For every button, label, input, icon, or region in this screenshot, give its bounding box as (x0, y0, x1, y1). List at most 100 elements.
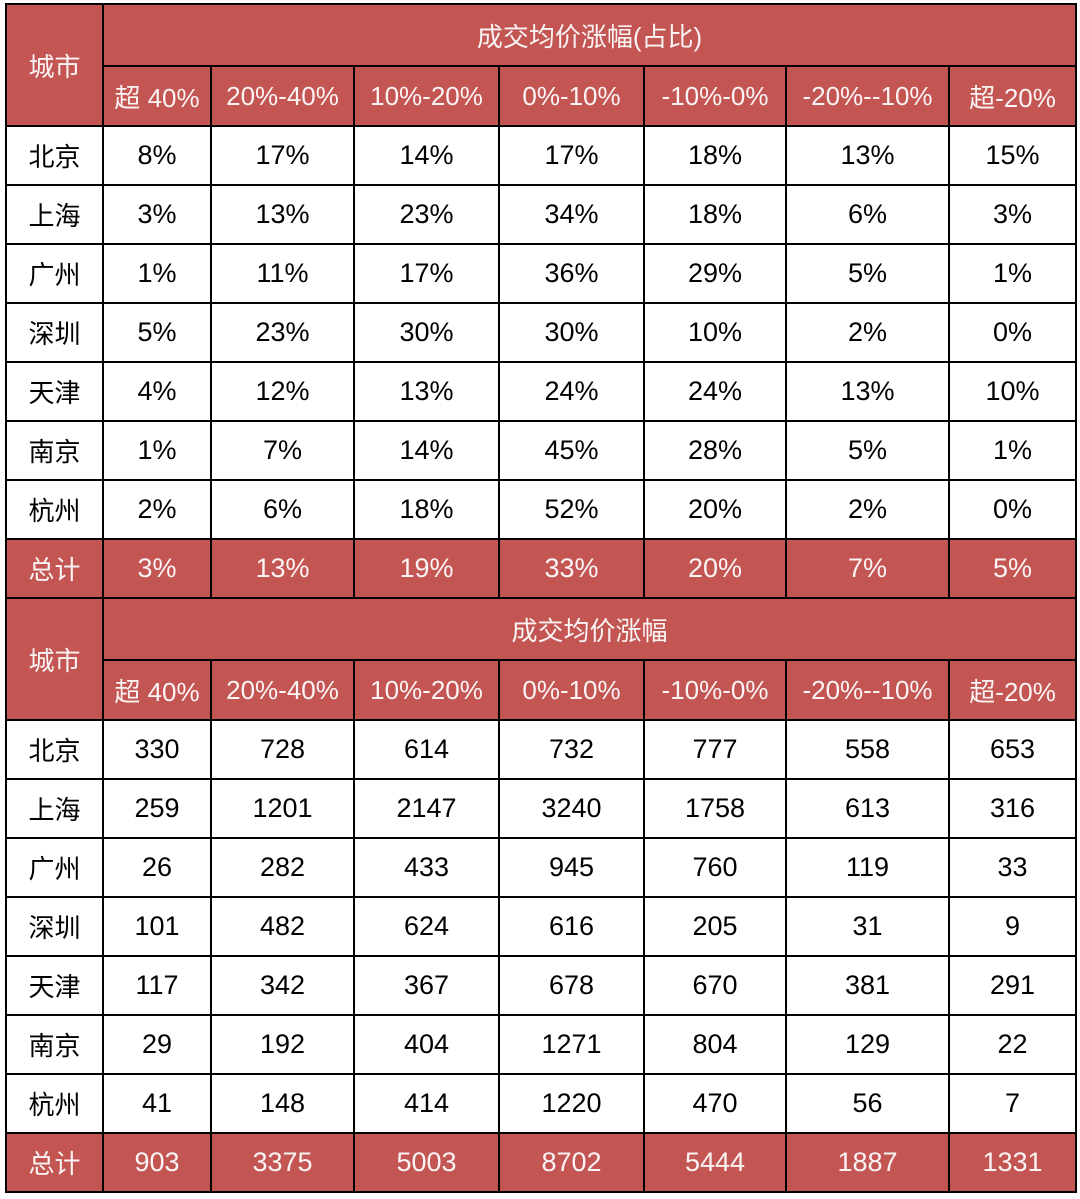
table-row: 上海 3% 13% 23% 34% 18% 6% 3% (5, 184, 1078, 245)
city-cell: 北京 (5, 719, 104, 780)
data-cell: 28% (643, 420, 787, 481)
data-cell: 1% (102, 420, 212, 481)
table-row: 深圳 5% 23% 30% 30% 10% 2% 0% (5, 302, 1078, 363)
data-cell: 30% (353, 302, 500, 363)
total-data-cell: 5003 (353, 1132, 500, 1193)
column-header: -20%--10% (785, 659, 950, 721)
data-cell: 34% (498, 184, 645, 245)
data-cell: 129 (785, 1014, 950, 1075)
data-cell: 482 (210, 896, 355, 957)
total-data-cell: 3% (102, 538, 212, 599)
table-row: 天津 117 342 367 678 670 381 291 (5, 955, 1078, 1016)
data-cell: 1% (947, 420, 1078, 481)
table-row: 广州 26 282 433 945 760 119 33 (5, 837, 1078, 898)
data-cell: 282 (210, 837, 355, 898)
table-row: 天津 4% 12% 13% 24% 24% 13% 10% (5, 361, 1078, 422)
data-cell: 33 (947, 837, 1078, 898)
city-cell: 深圳 (5, 302, 104, 363)
column-header: 0%-10% (498, 659, 645, 721)
column-header: 10%-20% (353, 659, 500, 721)
data-cell: 1758 (643, 778, 787, 839)
data-cell: 1% (102, 243, 212, 304)
total-data-cell: 13% (210, 538, 355, 599)
table-row: 南京 1% 7% 14% 45% 28% 5% 1% (5, 420, 1078, 481)
data-cell: 45% (498, 420, 645, 481)
data-cell: 3% (102, 184, 212, 245)
table-row: 杭州 41 148 414 1220 470 56 7 (5, 1073, 1078, 1134)
table-price-change-count: 城市 成交均价涨幅 超 40% 20%-40% 10%-20% 0%-10% -10%-… (5, 597, 1078, 1193)
total-label-cell: 总计 (5, 538, 104, 599)
table-title: 成交均价涨幅 (101, 597, 1078, 661)
total-data-cell: 5444 (643, 1132, 787, 1193)
table-row: 北京 330 728 614 732 777 558 653 (5, 719, 1078, 780)
data-cell: 17% (210, 125, 355, 186)
city-cell: 上海 (5, 184, 104, 245)
data-cell: 732 (498, 719, 645, 780)
table-row: 南京 29 192 404 1271 804 129 22 (5, 1014, 1078, 1075)
data-cell: 24% (498, 361, 645, 422)
total-data-cell: 3375 (210, 1132, 355, 1193)
data-cell: 728 (210, 719, 355, 780)
data-cell: 3% (947, 184, 1078, 245)
data-cell: 291 (947, 955, 1078, 1016)
data-cell: 614 (353, 719, 500, 780)
data-cell: 119 (785, 837, 950, 898)
table-row: 深圳 101 482 624 616 205 31 9 (5, 896, 1078, 957)
data-cell: 381 (785, 955, 950, 1016)
data-cell: 342 (210, 955, 355, 1016)
table-row: 广州 1% 11% 17% 36% 29% 5% 1% (5, 243, 1078, 304)
data-cell: 2147 (353, 778, 500, 839)
data-cell: 13% (210, 184, 355, 245)
data-cell: 0% (947, 479, 1078, 540)
column-header: -20%--10% (785, 65, 950, 127)
data-cell: 24% (643, 361, 787, 422)
data-cell: 148 (210, 1073, 355, 1134)
data-cell: 26 (102, 837, 212, 898)
data-cell: 15% (947, 125, 1078, 186)
data-cell: 670 (643, 955, 787, 1016)
data-cell: 8% (102, 125, 212, 186)
column-header-row: 超 40% 20%-40% 10%-20% 0%-10% -10%-0% -20%--10… (6, 65, 1078, 127)
data-cell: 558 (785, 719, 950, 780)
data-cell: 13% (785, 361, 950, 422)
total-label-cell: 总计 (5, 1132, 104, 1193)
data-cell: 2% (102, 479, 212, 540)
data-cell: 316 (947, 778, 1078, 839)
column-header: 超 40% (102, 659, 212, 721)
data-cell: 4% (102, 361, 212, 422)
data-cell: 678 (498, 955, 645, 1016)
column-header-row: 超 40% 20%-40% 10%-20% 0%-10% -10%-0% -20%--10… (6, 659, 1078, 721)
data-cell: 29% (643, 243, 787, 304)
data-cell: 0% (947, 302, 1078, 363)
total-row: 总计 3% 13% 19% 33% 20% 7% 5% (5, 538, 1078, 599)
data-cell: 36% (498, 243, 645, 304)
table-row: 杭州 2% 6% 18% 52% 20% 2% 0% (5, 479, 1078, 540)
data-cell: 205 (643, 896, 787, 957)
data-cell: 7 (947, 1073, 1078, 1134)
data-cell: 18% (353, 479, 500, 540)
city-cell: 杭州 (5, 479, 104, 540)
data-cell: 653 (947, 719, 1078, 780)
data-cell: 5% (785, 420, 950, 481)
data-cell: 6% (210, 479, 355, 540)
data-cell: 17% (353, 243, 500, 304)
data-cell: 1220 (498, 1073, 645, 1134)
data-cell: 23% (210, 302, 355, 363)
data-cell: 12% (210, 361, 355, 422)
city-cell: 天津 (5, 955, 104, 1016)
total-data-cell: 1887 (785, 1132, 950, 1193)
data-cell: 5% (785, 243, 950, 304)
data-cell: 13% (353, 361, 500, 422)
data-cell: 613 (785, 778, 950, 839)
column-header: 20%-40% (210, 659, 355, 721)
city-cell: 南京 (5, 1014, 104, 1075)
data-cell: 404 (353, 1014, 500, 1075)
table-body: 北京 8% 17% 14% 17% 18% 13% 15% 上海 3% 13% 23% 34% 18% 6%… (5, 125, 1078, 540)
total-data-cell: 903 (102, 1132, 212, 1193)
data-cell: 31 (785, 896, 950, 957)
data-cell: 22 (947, 1014, 1078, 1075)
data-cell: 5% (102, 302, 212, 363)
data-cell: 18% (643, 184, 787, 245)
header-row-group: 城市 成交均价涨幅 (5, 597, 1078, 721)
